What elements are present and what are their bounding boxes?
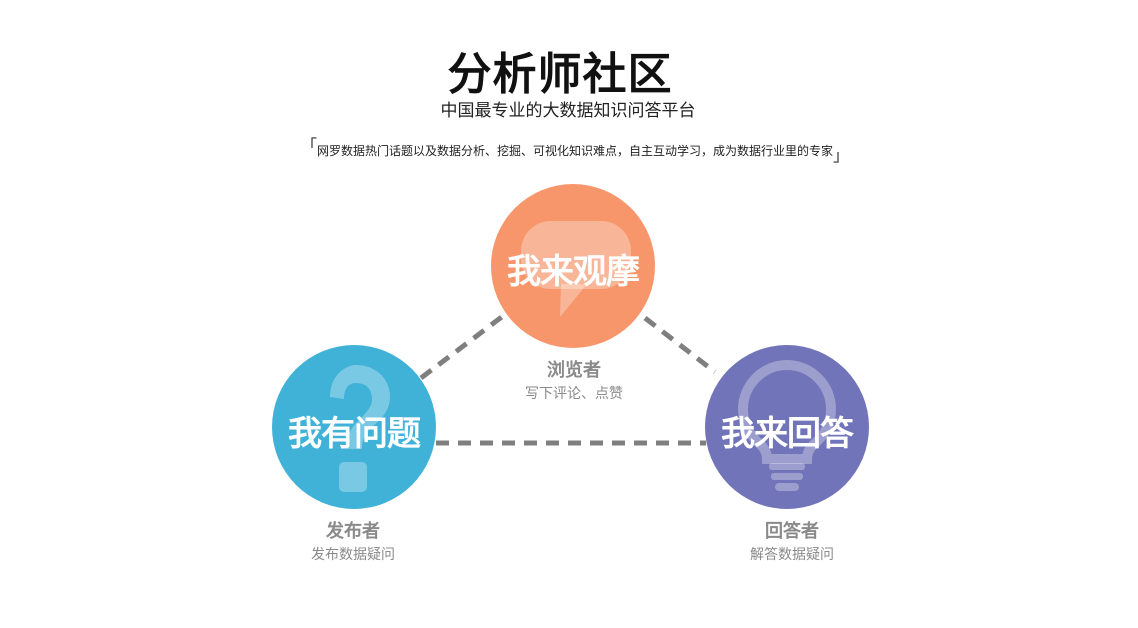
connector-top-right [643,316,717,374]
tagline-text: 网罗数据热门话题以及数据分析、挖掘、可视化知识难点，自主互动学习，成为数据行业里… [316,144,833,158]
answer-label: 我来回答 [721,414,854,454]
role-publisher-title: 发布者 [326,521,380,542]
tagline-open-bracket: 「 [300,136,317,155]
role-answerer-desc: 解答数据疑问 [750,547,834,563]
watch-label: 我来观摩 [507,252,640,292]
page-title: 分析师社区 [447,49,673,100]
page-subtitle: 中国最专业的大数据知识问答平台 [440,101,696,121]
role-publisher: 发布者 发布数据疑问 [253,517,453,564]
role-viewer: 浏览者 写下评论、点赞 [474,356,674,403]
tagline-close-bracket: 」 [833,146,850,165]
role-viewer-desc: 写下评论、点赞 [525,386,623,402]
speech-bubble-icon [521,221,631,317]
role-publisher-desc: 发布数据疑问 [311,547,395,563]
role-viewer-title: 浏览者 [547,360,601,381]
question-label: 我有问题 [288,414,421,454]
lightbulb-icon [737,359,837,491]
tagline: 「网罗数据热门话题以及数据分析、挖掘、可视化知识难点，自主互动学习，成为数据行业… [0,132,1138,166]
answer-circle[interactable]: 我来回答 [705,345,869,509]
watch-circle[interactable]: 我来观摩 [491,184,655,348]
role-answerer-title: 回答者 [765,521,819,542]
role-answerer: 回答者 解答数据疑问 [692,517,892,564]
question-circle[interactable]: 我有问题 [272,345,436,509]
connector-top-left [419,314,505,380]
question-mark-icon [330,365,390,492]
